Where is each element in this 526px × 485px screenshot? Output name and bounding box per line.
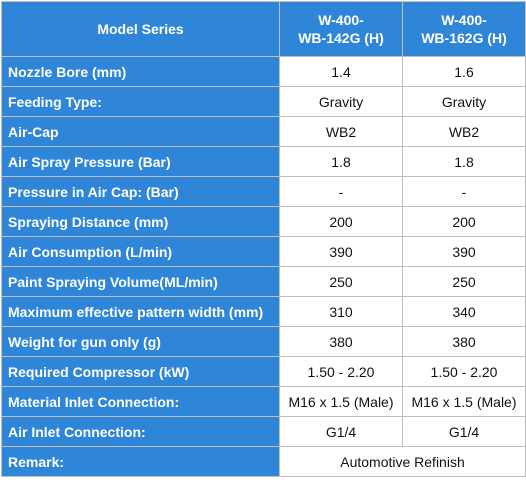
spec-value-model-2: 250 bbox=[402, 266, 526, 297]
model-1-line2: WB-142G (H) bbox=[298, 30, 384, 46]
remark-value: Automotive Refinish bbox=[279, 446, 526, 477]
spec-value-model-1: 380 bbox=[279, 326, 403, 357]
spec-label: Air Spray Pressure (Bar) bbox=[1, 146, 280, 177]
spec-row: Air-Cap WB2 WB2 bbox=[1, 116, 526, 147]
spec-value-model-2: 200 bbox=[402, 206, 526, 237]
spec-label: Air-Cap bbox=[1, 116, 280, 147]
spec-row: Required Compressor (kW) 1.50 - 2.20 1.50 … bbox=[1, 356, 526, 387]
spec-value-model-1: M16 x 1.5 (Male) bbox=[279, 386, 403, 417]
spec-value-model-2: - bbox=[402, 176, 526, 207]
spec-value-model-2: 340 bbox=[402, 296, 526, 327]
spec-row: Material Inlet Connection: M16 x 1.5 (Mal… bbox=[1, 386, 526, 417]
spec-row: Air Spray Pressure (Bar) 1.8 1.8 bbox=[1, 146, 526, 177]
header-row: Model Series W-400- WB-142G (H) W-400- W… bbox=[1, 1, 526, 57]
spec-label: Required Compressor (kW) bbox=[1, 356, 280, 387]
model-1-line1: W-400- bbox=[318, 12, 364, 28]
spec-value-model-2: 380 bbox=[402, 326, 526, 357]
spec-label: Material Inlet Connection: bbox=[1, 386, 280, 417]
spec-value-model-1: WB2 bbox=[279, 116, 403, 147]
spec-value-model-1: 1.8 bbox=[279, 146, 403, 177]
spec-row: Nozzle Bore (mm) 1.4 1.6 bbox=[1, 56, 526, 87]
spec-label: Air Consumption (L/min) bbox=[1, 236, 280, 267]
spec-row: Pressure in Air Cap: (Bar) - - bbox=[1, 176, 526, 207]
spec-value-model-2: G1/4 bbox=[402, 416, 526, 447]
model-header-1: W-400- WB-142G (H) bbox=[279, 1, 403, 57]
spec-row: Air Inlet Connection: G1/4 G1/4 bbox=[1, 416, 526, 447]
spec-row: Spraying Distance (mm) 200 200 bbox=[1, 206, 526, 237]
spec-label: Spraying Distance (mm) bbox=[1, 206, 280, 237]
spec-value-model-1: G1/4 bbox=[279, 416, 403, 447]
spec-value-model-1: 1.4 bbox=[279, 56, 403, 87]
spec-value-model-1: 310 bbox=[279, 296, 403, 327]
spec-value-model-1: Gravity bbox=[279, 86, 403, 117]
model-2-line2: WB-162G (H) bbox=[421, 30, 507, 46]
spec-rows: Nozzle Bore (mm) 1.4 1.6 Feeding Type: Gravi… bbox=[1, 56, 526, 447]
spec-table: Model Series W-400- WB-142G (H) W-400- W… bbox=[1, 1, 526, 477]
model-series-label: Model Series bbox=[1, 1, 280, 57]
spec-value-model-2: 1.8 bbox=[402, 146, 526, 177]
spec-row: Air Consumption (L/min) 390 390 bbox=[1, 236, 526, 267]
spec-label: Nozzle Bore (mm) bbox=[1, 56, 280, 87]
spec-row: Maximum effective pattern width (mm) 310 3… bbox=[1, 296, 526, 327]
spec-value-model-2: 1.50 - 2.20 bbox=[402, 356, 526, 387]
spec-value-model-1: 250 bbox=[279, 266, 403, 297]
spec-label: Paint Spraying Volume(ML/min) bbox=[1, 266, 280, 297]
remark-label: Remark: bbox=[1, 446, 280, 477]
spec-value-model-1: 200 bbox=[279, 206, 403, 237]
spec-value-model-1: 1.50 - 2.20 bbox=[279, 356, 403, 387]
spec-row: Feeding Type: Gravity Gravity bbox=[1, 86, 526, 117]
spec-label: Feeding Type: bbox=[1, 86, 280, 117]
spec-label: Maximum effective pattern width (mm) bbox=[1, 296, 280, 327]
spec-label: Weight for gun only (g) bbox=[1, 326, 280, 357]
remark-row: Remark: Automotive Refinish bbox=[1, 446, 526, 477]
spec-value-model-1: 390 bbox=[279, 236, 403, 267]
spec-value-model-2: 390 bbox=[402, 236, 526, 267]
spec-value-model-2: 1.6 bbox=[402, 56, 526, 87]
spec-value-model-2: WB2 bbox=[402, 116, 526, 147]
spec-label: Pressure in Air Cap: (Bar) bbox=[1, 176, 280, 207]
spec-value-model-2: Gravity bbox=[402, 86, 526, 117]
spec-value-model-1: - bbox=[279, 176, 403, 207]
model-2-line1: W-400- bbox=[441, 12, 487, 28]
spec-row: Weight for gun only (g) 380 380 bbox=[1, 326, 526, 357]
spec-row: Paint Spraying Volume(ML/min) 250 250 bbox=[1, 266, 526, 297]
spec-label: Air Inlet Connection: bbox=[1, 416, 280, 447]
spec-value-model-2: M16 x 1.5 (Male) bbox=[402, 386, 526, 417]
model-header-2: W-400- WB-162G (H) bbox=[402, 1, 526, 57]
